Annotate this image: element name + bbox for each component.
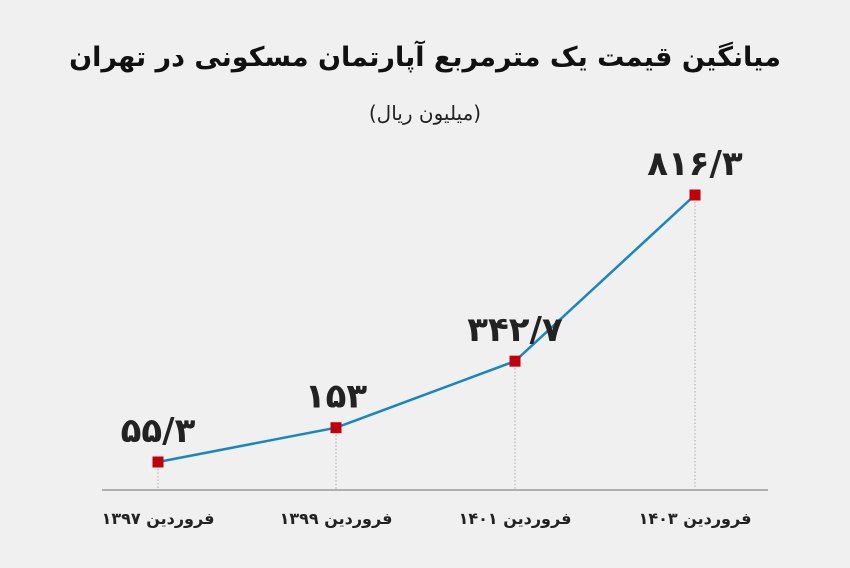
- chart-subtitle: (میلیون ریال): [368, 101, 482, 125]
- data-label-3: ۳۴۲/۷: [467, 310, 563, 350]
- chart-title: میانگین قیمت یک مترمربع آپارتمان مسکونی …: [69, 42, 781, 73]
- data-point-3: [509, 355, 521, 367]
- x-tick-label-3: فروردین ۱۴۰۱: [459, 509, 572, 528]
- data-label-1: ۵۵/۳: [121, 411, 196, 451]
- data-label-2: ۱۵۳: [305, 377, 368, 417]
- data-point-2: [330, 422, 342, 434]
- data-point-4: [689, 189, 701, 201]
- data-label-4: ۸۱۶/۳: [647, 144, 743, 184]
- series-line: [157, 194, 696, 464]
- x-tick-label-1: فروردین ۱۳۹۷: [102, 509, 215, 528]
- data-point-1: [152, 456, 164, 468]
- x-tick-label-4: فروردین ۱۴۰۳: [639, 509, 752, 528]
- x-tick-label-2: فروردین ۱۳۹۹: [280, 509, 393, 528]
